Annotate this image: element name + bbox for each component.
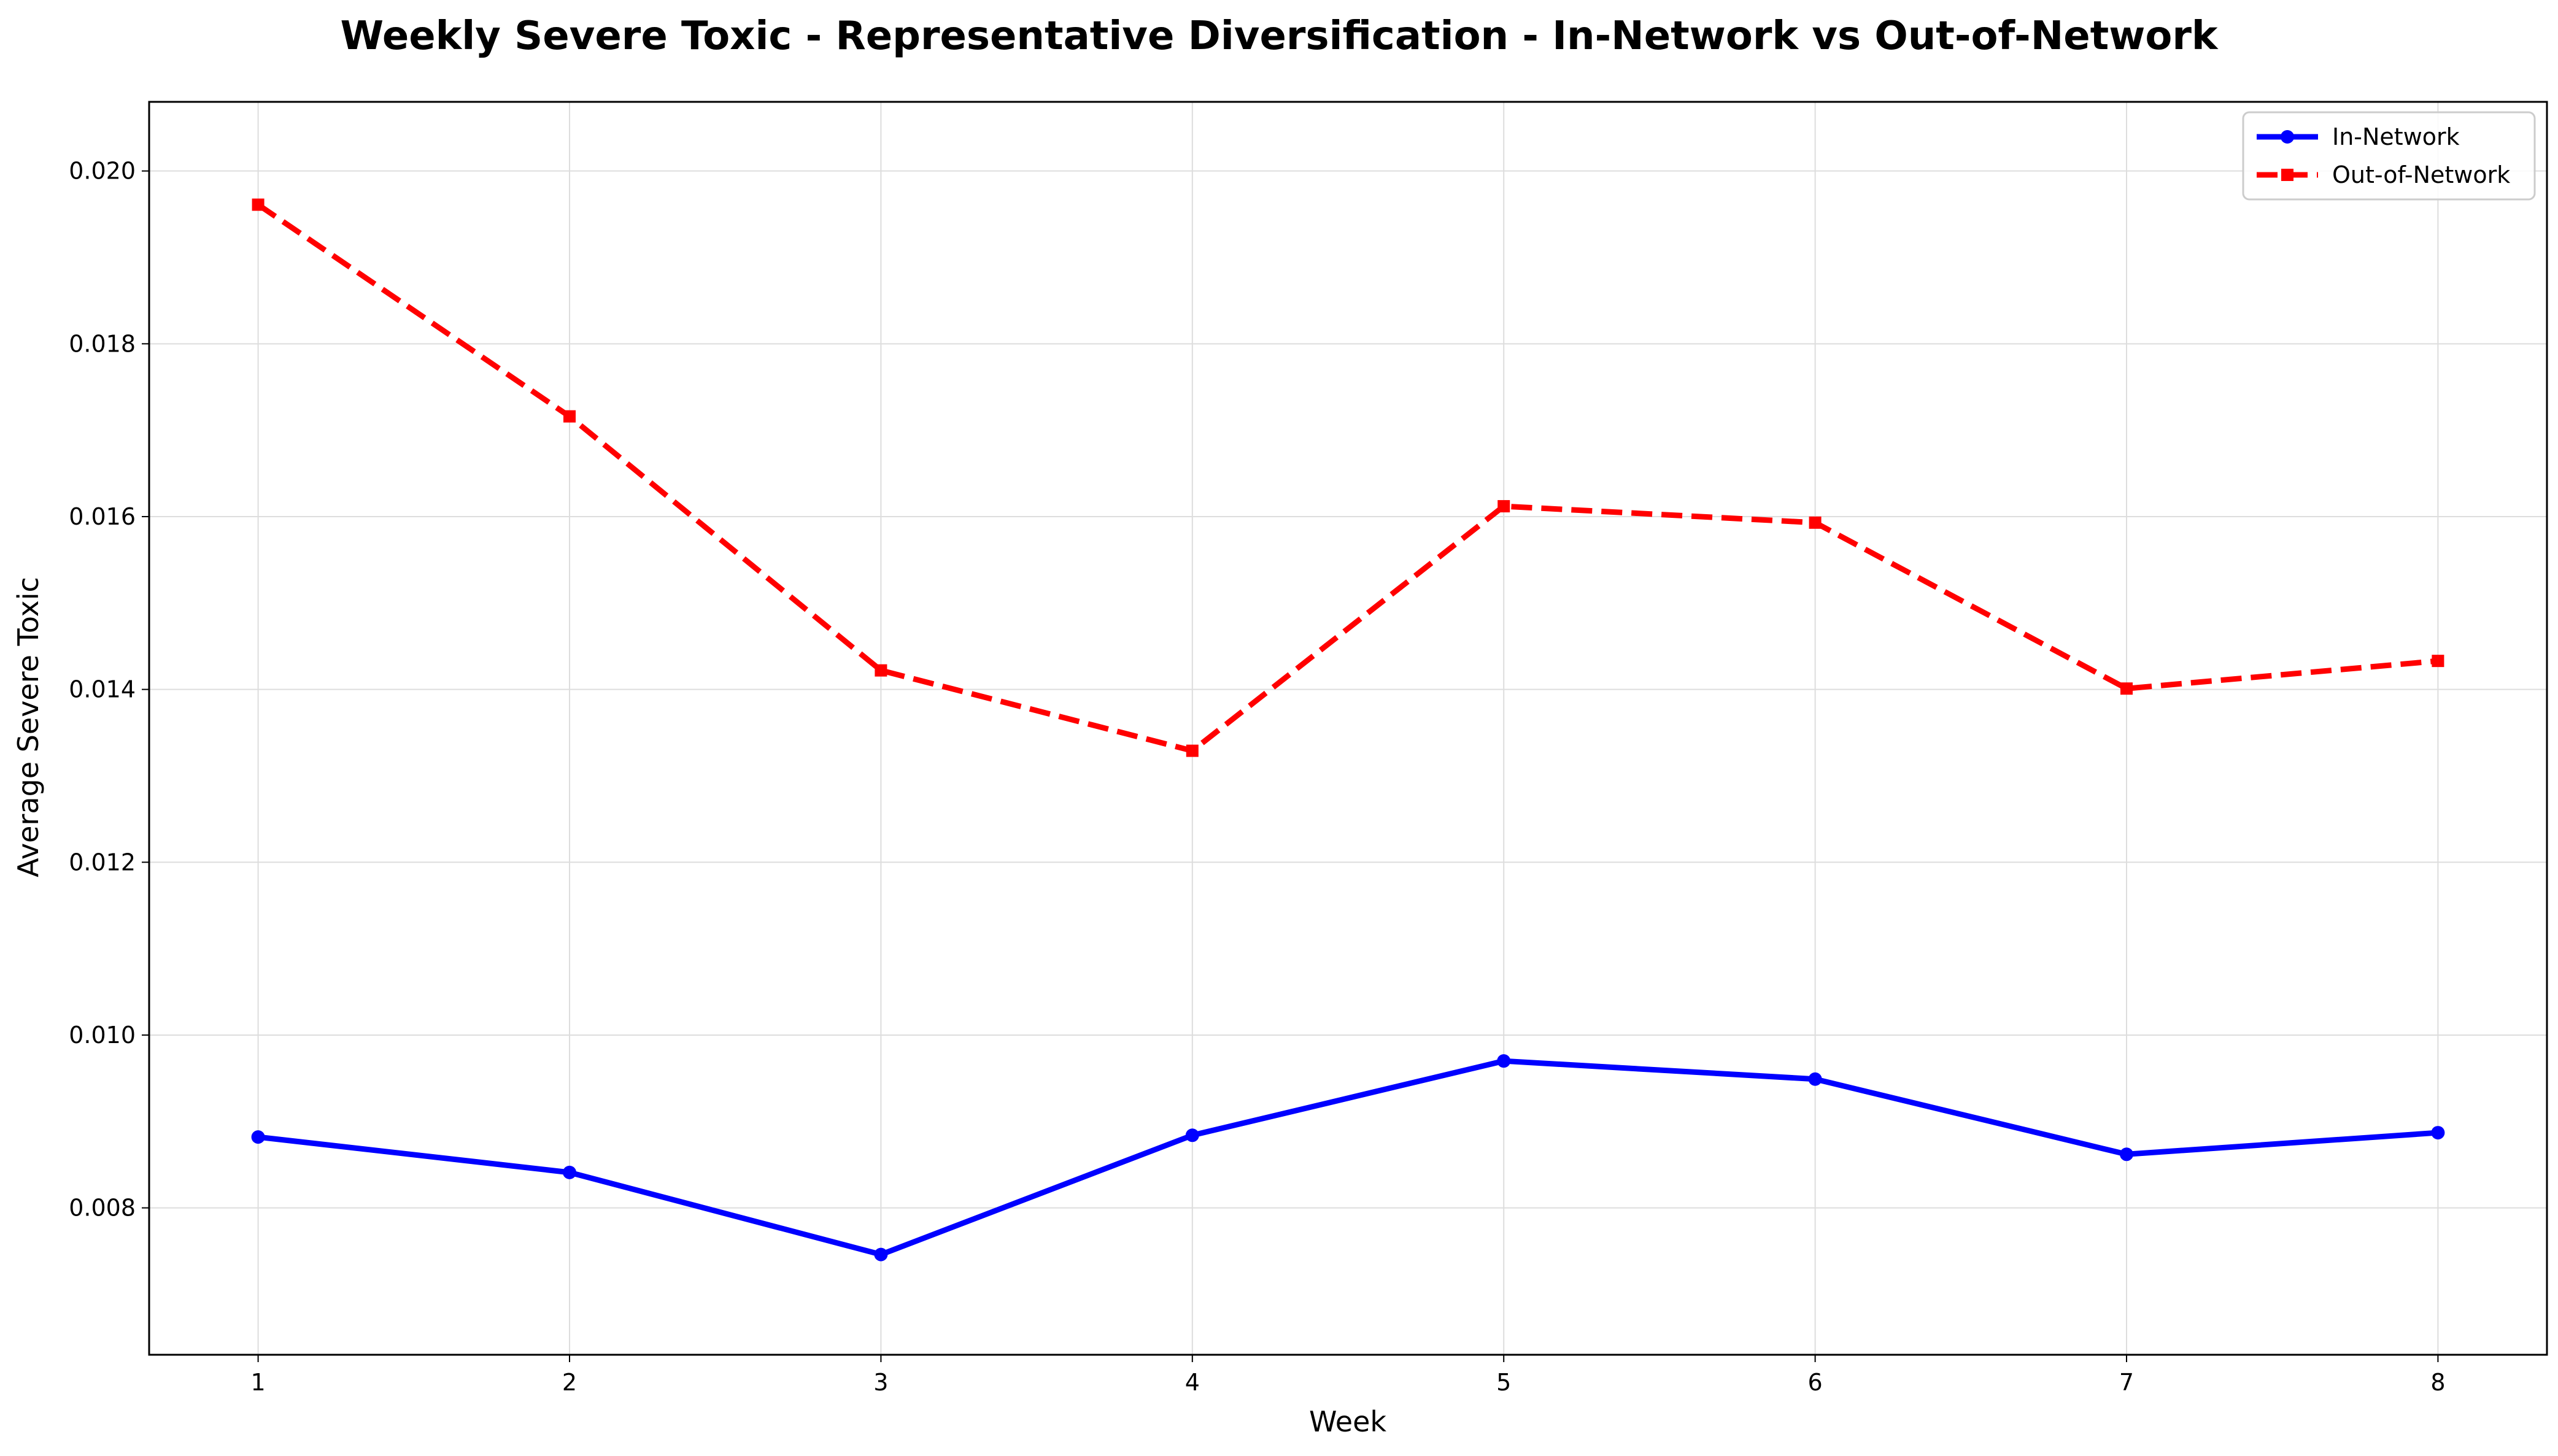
y-tick-label: 0.018 [69, 330, 136, 357]
in-network-point [1497, 1054, 1511, 1068]
out-of-network-point [1186, 744, 1199, 757]
x-tick-label: 2 [562, 1369, 577, 1396]
out-of-network-point [1497, 500, 1510, 513]
legend: In-Network Out-of-Network [2242, 111, 2536, 201]
out-of-network-point [2432, 655, 2444, 668]
x-tick-label: 1 [250, 1369, 265, 1396]
in-network-point [562, 1165, 576, 1179]
x-tick-label: 3 [873, 1369, 888, 1396]
out-of-network-line [257, 202, 2438, 754]
x-axis-label: Week [1309, 1405, 1386, 1438]
in-network-point [1185, 1128, 1199, 1142]
x-tick-label: 6 [1808, 1369, 1823, 1396]
in-network-point [1808, 1072, 1822, 1086]
x-tick-label: 7 [2119, 1369, 2134, 1396]
x-tick-label: 4 [1185, 1369, 1200, 1396]
chart-title: Weekly Severe Toxic - Representative Div… [341, 13, 2219, 59]
out-of-network-point [1809, 516, 1822, 529]
y-tick-label: 0.012 [69, 849, 136, 876]
legend-in-network-label: In-Network [2332, 123, 2460, 150]
out-of-network-point [2120, 682, 2133, 695]
series-layer [251, 198, 2445, 1261]
x-tick-label: 8 [2430, 1369, 2445, 1396]
legend-out-of-network-marker [2281, 169, 2293, 181]
out-of-network-point [875, 664, 887, 677]
grid-lines [149, 102, 2547, 1355]
y-tick-label: 0.020 [69, 158, 136, 185]
y-tick-label: 0.008 [69, 1195, 136, 1222]
legend-out-of-network-label: Out-of-Network [2332, 161, 2510, 188]
plot-area-frame [148, 101, 2548, 1356]
axis-ticks: 1 2 3 4 5 6 7 8 0.008 0.010 0.012 0.014 0.016 0.018 0.… [69, 158, 2445, 1396]
y-tick-label: 0.014 [69, 676, 136, 703]
y-axis-label: Average Severe Toxic [12, 577, 45, 877]
out-of-network-point [563, 410, 576, 423]
y-tick-label: 0.016 [69, 503, 136, 530]
y-tick-label: 0.010 [69, 1022, 136, 1049]
legend-in-network-marker [2281, 130, 2294, 144]
in-network-line [255, 1058, 2441, 1258]
x-tick-label: 5 [1496, 1369, 1511, 1396]
in-network-point [874, 1247, 888, 1261]
in-network-point [2120, 1147, 2134, 1161]
in-network-point [2431, 1126, 2445, 1140]
out-of-network-point [252, 198, 265, 211]
in-network-point [251, 1130, 265, 1144]
